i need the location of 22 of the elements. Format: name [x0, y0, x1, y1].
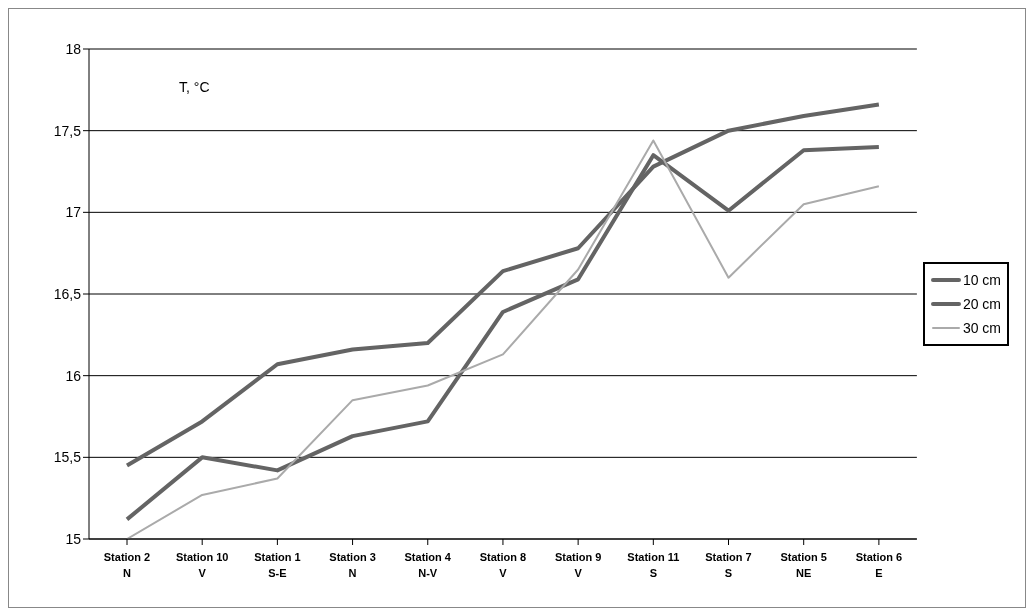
x-tick-label: Station 5 NE — [780, 551, 827, 579]
x-tick-label: Station 10 V — [175, 551, 229, 579]
y-tick-label: 15,5 — [53, 449, 82, 466]
x-tick-label: Station 11 S — [627, 551, 680, 579]
x-tick-label: Station 2 N — [103, 551, 151, 579]
legend-label: 10 cm — [962, 272, 1001, 288]
x-tick-label: Station 1 S-E — [254, 551, 301, 579]
x-tick-label: Station 3 N — [329, 551, 376, 579]
annotation: T, °C — [179, 79, 210, 95]
y-tick-label: 15 — [65, 530, 82, 547]
y-tick-label: 16,5 — [53, 285, 82, 302]
y-tick-label: 17 — [65, 204, 82, 221]
legend-label: 30 cm — [962, 320, 1001, 336]
y-tick-label: 17,5 — [53, 122, 82, 139]
x-tick-label: Station 9 V — [554, 551, 602, 579]
x-tick-label: Station 6 E — [855, 551, 903, 579]
x-tick-label: Station 8 V — [479, 551, 527, 579]
x-tick-label: Station 4 N-V — [404, 551, 452, 579]
x-tick-label: Station 7 S — [705, 551, 752, 579]
y-tick-label: 16 — [65, 367, 82, 384]
y-tick-label: 18 — [65, 40, 82, 57]
legend-label: 20 cm — [962, 296, 1001, 312]
